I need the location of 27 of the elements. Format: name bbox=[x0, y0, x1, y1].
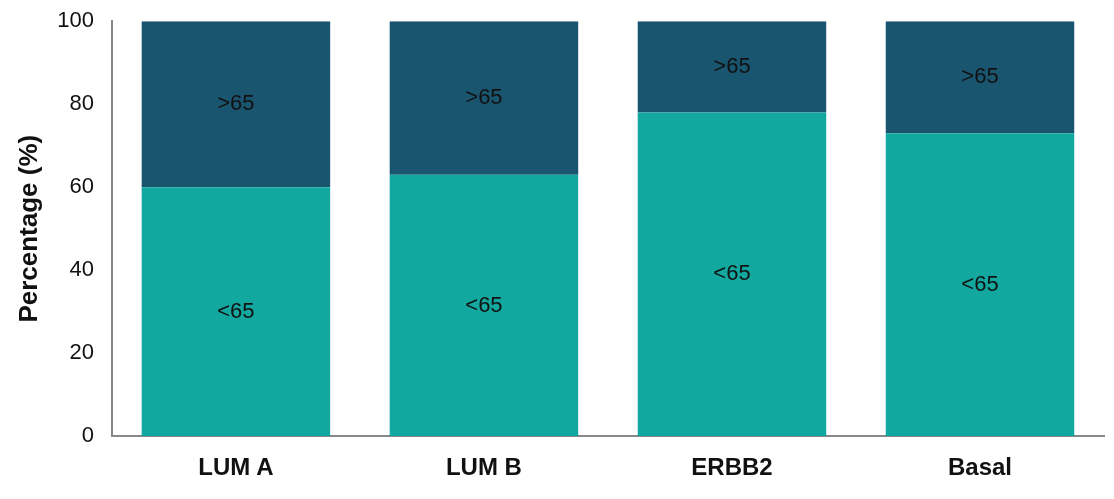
text: >65 bbox=[217, 90, 255, 116]
bar bbox=[141, 187, 331, 437]
y-tick-label: 80 bbox=[69, 90, 94, 116]
text: <65 bbox=[217, 297, 255, 323]
y-tick-label: 40 bbox=[69, 256, 94, 282]
series-label: <65 bbox=[713, 260, 751, 286]
x-tick-label: LUM A bbox=[198, 453, 274, 481]
text: <65 bbox=[465, 291, 503, 317]
x-tick-label: LUM B bbox=[445, 453, 522, 481]
text: <65 bbox=[961, 270, 999, 296]
y-tick-label: 20 bbox=[69, 339, 94, 365]
x-tick-label: Basal bbox=[947, 453, 1013, 481]
text: >65 bbox=[961, 63, 999, 89]
bar bbox=[389, 174, 579, 437]
bar bbox=[141, 21, 331, 188]
bar bbox=[637, 21, 827, 113]
y-tick-label: 60 bbox=[69, 173, 94, 199]
x-tick-label: ERBB2 bbox=[691, 453, 773, 481]
text: >65 bbox=[465, 84, 503, 110]
bar bbox=[389, 21, 579, 175]
y-tick-label: 100 bbox=[57, 7, 94, 33]
bar bbox=[637, 112, 827, 437]
y-axis-title: Percentage (%) bbox=[12, 134, 43, 323]
series-label: >65 bbox=[713, 52, 751, 78]
y-tick-label: 0 bbox=[81, 422, 94, 448]
bar bbox=[885, 21, 1075, 134]
bar bbox=[885, 133, 1075, 437]
